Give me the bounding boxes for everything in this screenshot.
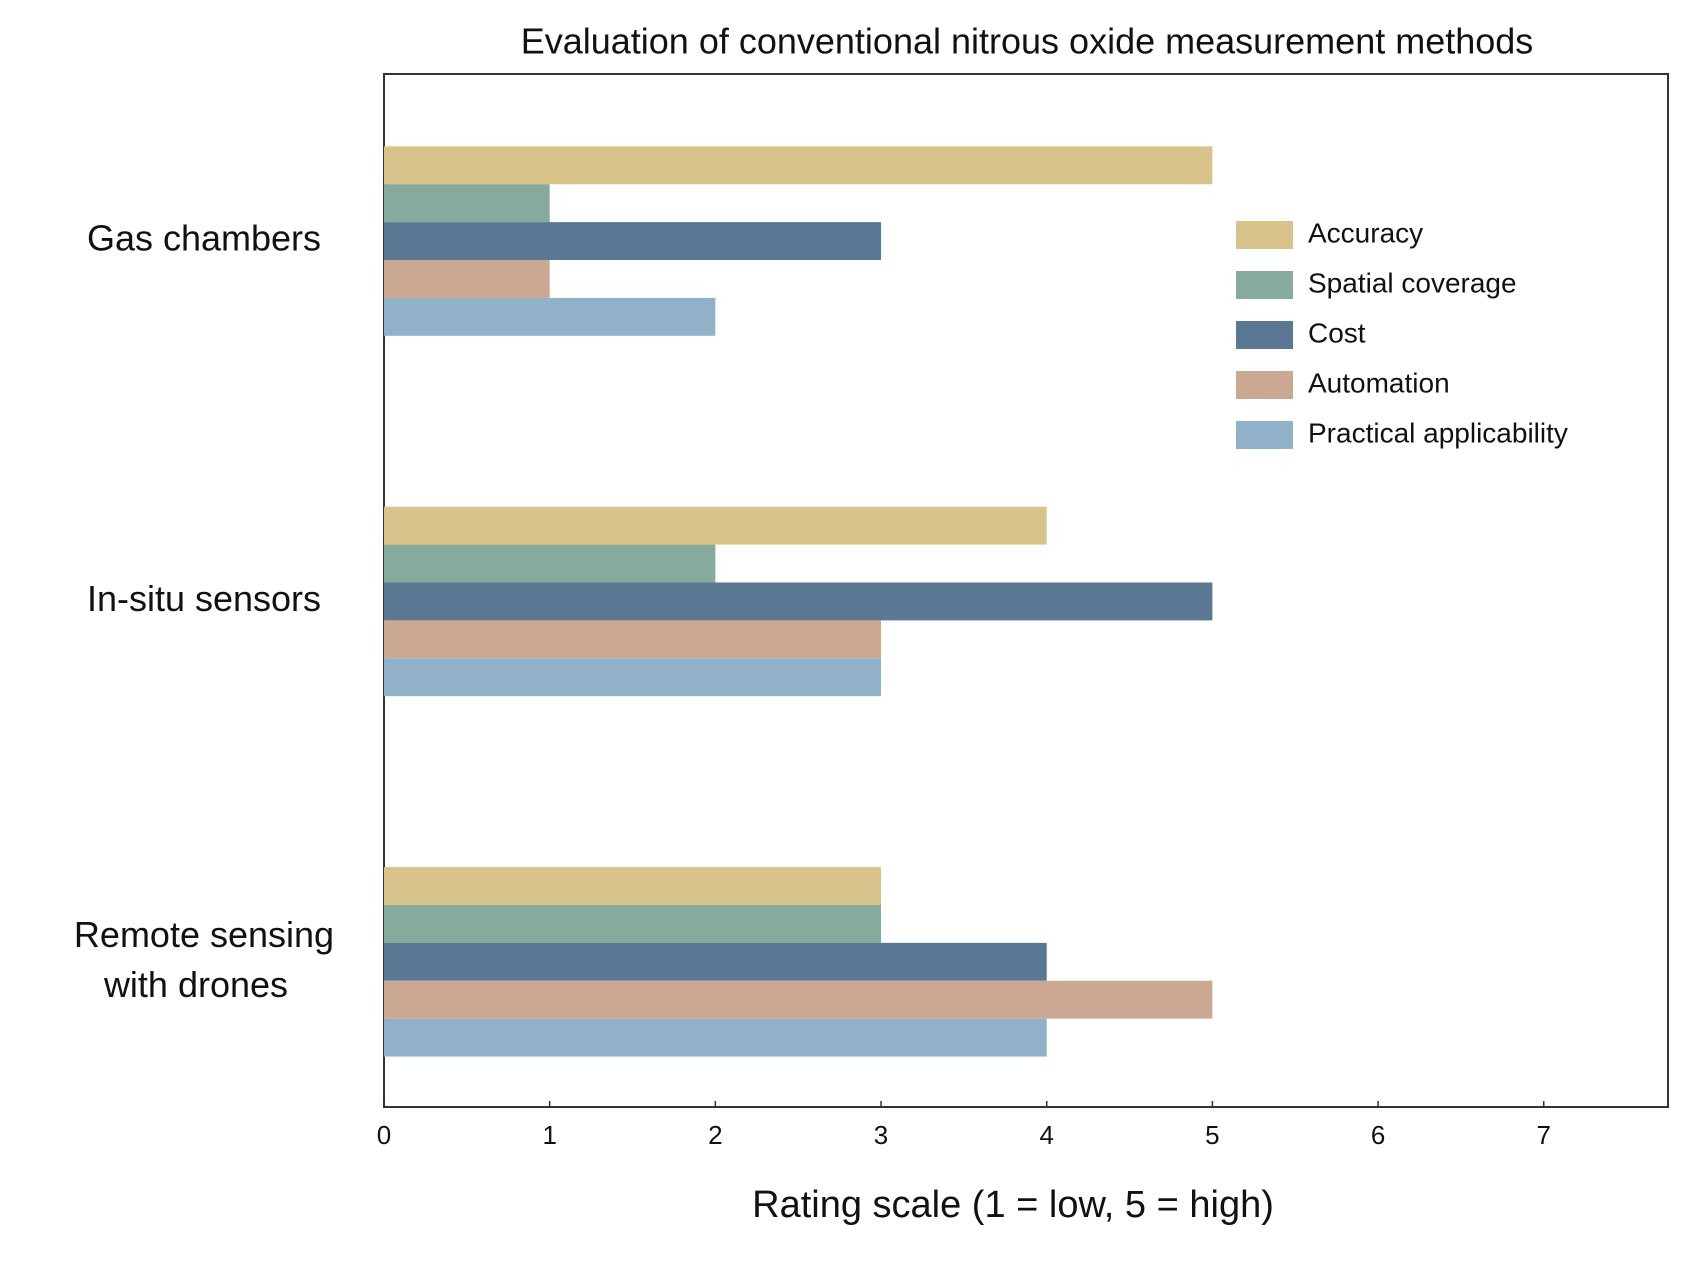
- bar: [384, 867, 882, 905]
- legend-swatch: [1236, 371, 1293, 399]
- legend-swatch: [1236, 271, 1293, 299]
- x-axis-label: Rating scale (1 = low, 5 = high): [752, 1184, 1274, 1226]
- bar: [384, 222, 882, 261]
- legend-label: Accuracy: [1308, 217, 1423, 248]
- y-tick-label: In-situ sensors: [87, 578, 321, 619]
- x-tick-label: 4: [1039, 1120, 1053, 1150]
- bar: [384, 184, 550, 223]
- legend-label: Practical applicability: [1308, 417, 1568, 448]
- bar: [384, 297, 716, 336]
- x-tick-label: 5: [1205, 1120, 1219, 1150]
- x-tick-label: 3: [874, 1120, 888, 1150]
- bar: [384, 942, 1047, 981]
- y-tick-label: Remote sensing with drones: [74, 913, 334, 1004]
- bar: [384, 506, 1047, 545]
- legend-swatch: [1236, 221, 1293, 249]
- y-tick-label: Gas chambers: [87, 218, 321, 259]
- legend-label: Spatial coverage: [1308, 267, 1517, 298]
- bar: [384, 1018, 1047, 1057]
- x-tick-label: 2: [708, 1120, 722, 1150]
- x-tick-label: 1: [542, 1120, 556, 1150]
- x-tick-label: 6: [1371, 1120, 1385, 1150]
- bar: [384, 582, 1213, 621]
- legend-swatch: [1236, 321, 1293, 349]
- bar: [384, 980, 1213, 1019]
- legend-label: Automation: [1308, 367, 1450, 398]
- x-tick-label: 0: [377, 1120, 391, 1150]
- legend-swatch: [1236, 421, 1293, 449]
- x-tick-label: 7: [1537, 1120, 1551, 1150]
- bar: [384, 620, 882, 659]
- chart-title: Evaluation of conventional nitrous oxide…: [521, 21, 1534, 62]
- bar: [384, 904, 882, 943]
- bar: [384, 658, 882, 697]
- bar: [384, 146, 1213, 185]
- bar: [384, 260, 550, 298]
- legend-label: Cost: [1308, 317, 1366, 348]
- bar: [384, 544, 716, 583]
